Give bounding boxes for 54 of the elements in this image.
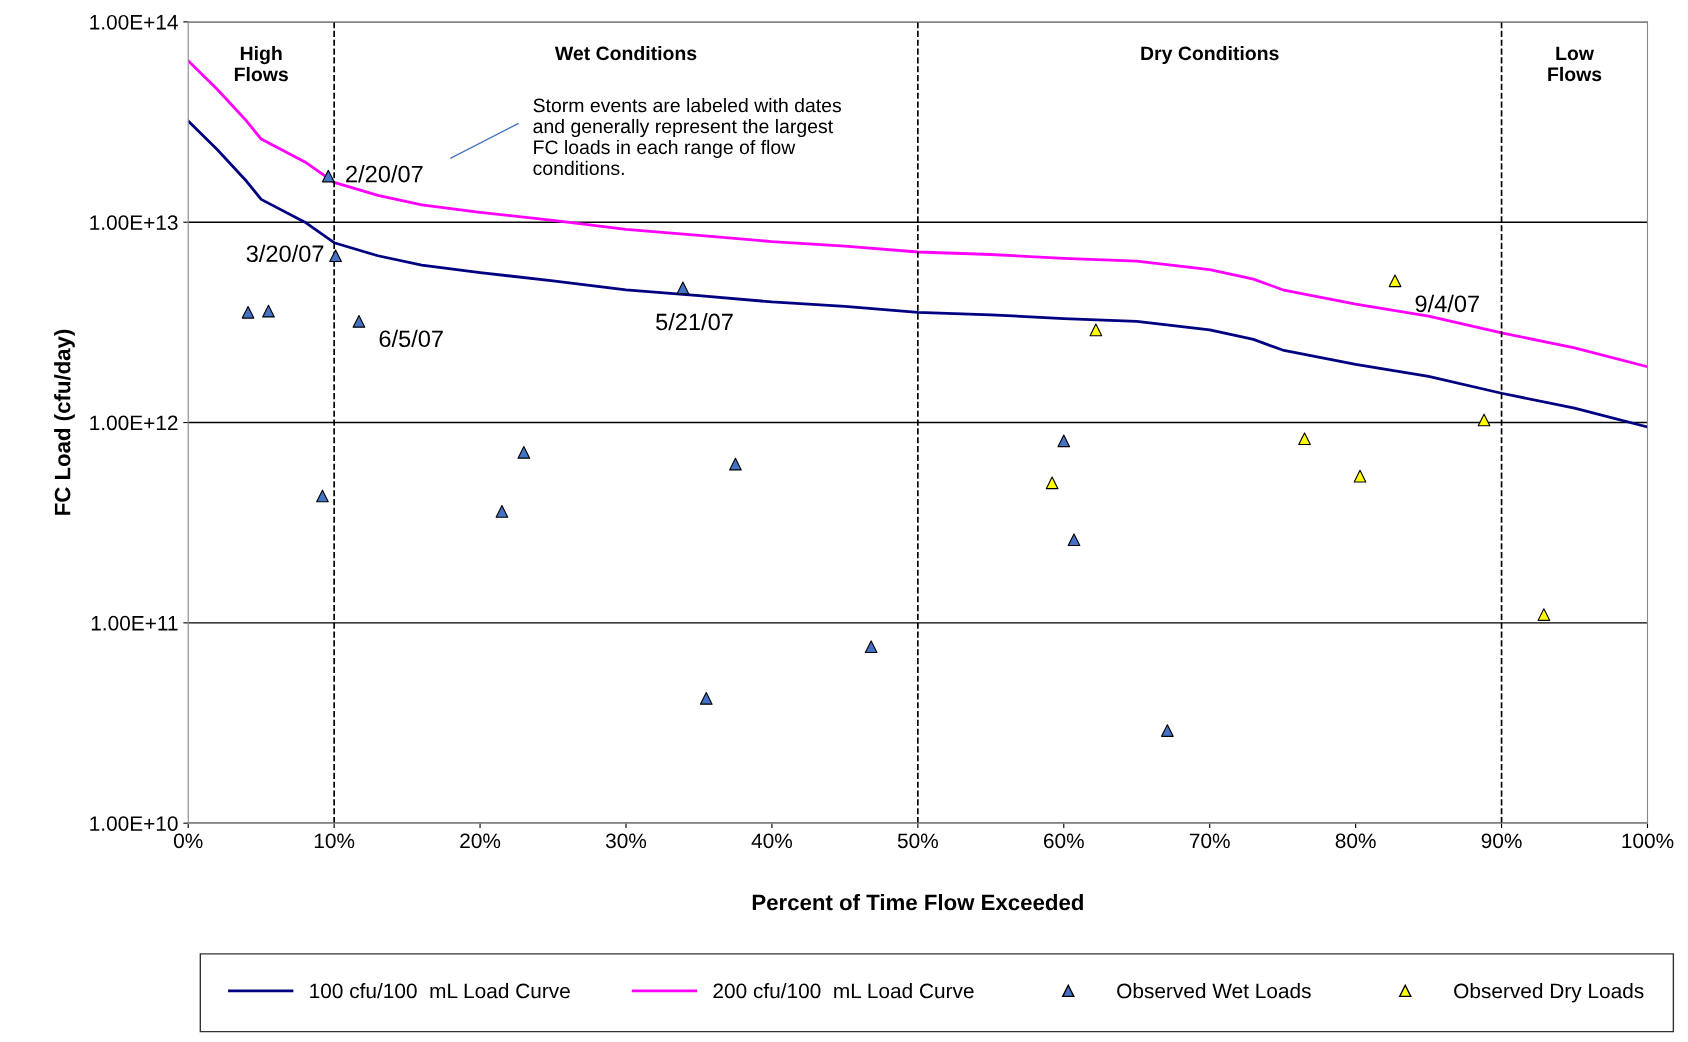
- y-tick-label: 1.00E+10: [90, 816, 178, 831]
- point: [1298, 432, 1311, 446]
- point: [1353, 469, 1367, 483]
- annotation: 9/4/07: [1415, 294, 1479, 313]
- y-tick-label: 1.00E+14: [90, 14, 178, 30]
- x-tick-label: 100%: [1622, 833, 1674, 849]
- point: [1161, 724, 1174, 737]
- legend-label: Observed Dry Loads: [1454, 983, 1644, 1003]
- point: [1057, 434, 1071, 448]
- point: [699, 691, 713, 705]
- annotation: 5/21/07: [656, 313, 733, 331]
- x-tick-label: 60%: [1043, 833, 1084, 849]
- point: [241, 305, 255, 319]
- point: [1537, 608, 1551, 621]
- x-tick-label: 90%: [1481, 833, 1522, 849]
- x-tick-label: 40%: [751, 833, 793, 849]
- y-axis-title: FC Load (cfu/day): [54, 329, 75, 515]
- annotation: 3/20/07: [246, 244, 324, 263]
- annotation: Low Flows: [1548, 46, 1602, 82]
- annotation: 2/20/07: [346, 165, 423, 183]
- point: [1067, 533, 1081, 547]
- point: [864, 640, 878, 654]
- x-tick-label: 50%: [897, 833, 938, 849]
- point: [495, 505, 509, 518]
- annotation: Dry Conditions: [1141, 45, 1279, 65]
- point: [262, 304, 275, 318]
- x-tick-label: 80%: [1335, 833, 1376, 849]
- point: [321, 169, 335, 183]
- x-tick-label: 30%: [605, 833, 647, 849]
- point: [1045, 476, 1059, 490]
- y-tick-label: 1.00E+11: [91, 615, 178, 631]
- point: [352, 314, 366, 328]
- x-tick-label: 70%: [1189, 833, 1230, 849]
- y-tick-label: 1.00E+13: [90, 215, 178, 230]
- point: [1089, 323, 1103, 337]
- x-tick-label: 10%: [314, 833, 355, 849]
- annotation: Wet Conditions: [554, 45, 697, 61]
- legend-label: Observed Wet Loads: [1117, 983, 1311, 999]
- x-tick-label: 0%: [173, 833, 203, 849]
- point: [1477, 413, 1491, 427]
- point: [729, 457, 742, 471]
- point: [1388, 274, 1402, 288]
- point: [517, 445, 531, 459]
- point: [676, 281, 690, 295]
- legend-label: 200 cfu/100 mL Load Curve: [713, 983, 974, 999]
- x-axis-title: Percent of Time Flow Exceeded: [752, 893, 1083, 911]
- annotation: 6/5/07: [379, 329, 443, 348]
- annotation: High Flows: [234, 45, 288, 82]
- legend-label: 100 cfu/100 mL Load Curve: [310, 983, 570, 999]
- point: [316, 489, 329, 503]
- annotation: Storm events are labeled with dates and generally represent the largest FC loads in each range of flow conditions.: [533, 98, 842, 176]
- y-tick-label: 1.00E+12: [90, 415, 178, 431]
- x-tick-label: 20%: [460, 833, 501, 849]
- point: [329, 249, 342, 263]
